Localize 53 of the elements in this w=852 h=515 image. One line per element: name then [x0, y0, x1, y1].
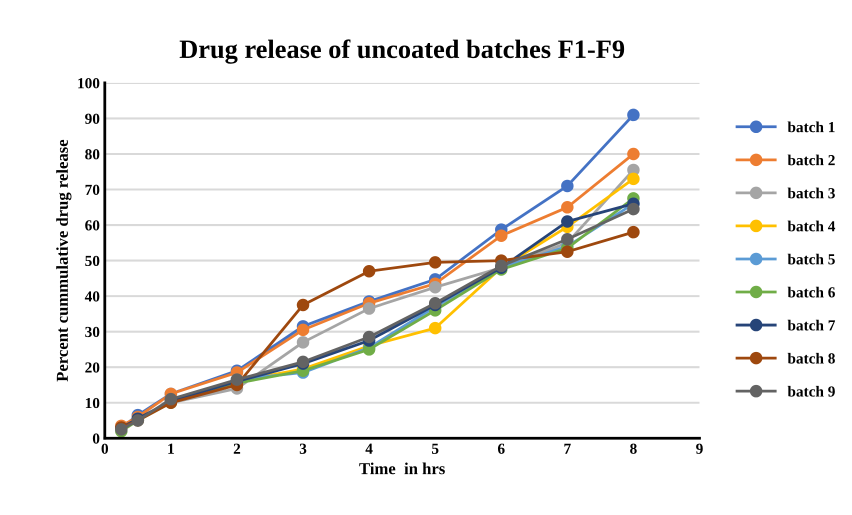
legend-label: batch 9 — [788, 386, 835, 397]
point — [428, 280, 442, 294]
legend-label: batch 6 — [788, 286, 835, 298]
y-tick-label: 60 — [85, 220, 100, 231]
point — [428, 322, 442, 334]
point — [561, 245, 574, 258]
y-axis-title: Percent cummulative drug release — [56, 140, 72, 382]
y-tick-label: 70 — [86, 184, 100, 195]
point — [296, 298, 310, 312]
legend-label: batch 5 — [788, 254, 835, 264]
x-tick-label: 7 — [564, 444, 571, 454]
point — [627, 202, 640, 216]
x-tick-label: 6 — [498, 444, 505, 454]
x-tick-label: 3 — [300, 444, 306, 454]
point — [296, 336, 310, 349]
point — [362, 302, 376, 315]
y-tick-label: 80 — [85, 149, 100, 160]
x-tick-label: 0 — [102, 444, 108, 454]
point — [362, 265, 376, 278]
point — [561, 215, 574, 228]
x-tick-label: 4 — [365, 444, 373, 454]
point — [561, 201, 574, 214]
y-tick-label: 100 — [78, 78, 100, 88]
legend-label: batch 8 — [788, 352, 835, 364]
y-tick-label: 40 — [84, 291, 100, 302]
legend-label: batch 3 — [788, 188, 835, 198]
point — [296, 324, 310, 336]
legend-label: batch 7 — [788, 320, 836, 331]
y-tick-label: 30 — [85, 326, 100, 338]
point — [495, 229, 508, 242]
x-tick-label: 9 — [696, 444, 703, 454]
x-tick-label: 2 — [234, 444, 240, 454]
point — [428, 256, 442, 269]
point — [362, 330, 376, 344]
point — [627, 108, 640, 122]
legend-label: batch 4 — [788, 220, 836, 232]
x-tick-label: 8 — [630, 444, 637, 454]
point — [627, 172, 640, 186]
y-tick-label: 20 — [85, 362, 100, 373]
x-axis-title: Time in hrs — [359, 462, 445, 474]
y-tick-label: 90 — [85, 114, 100, 124]
y-tick-label: 50 — [85, 256, 100, 266]
legend-label: batch 2 — [788, 154, 835, 166]
x-tick-label: 1 — [168, 444, 174, 454]
point — [627, 148, 640, 160]
y-tick-label: 10 — [86, 398, 100, 408]
point — [561, 233, 574, 246]
point — [561, 180, 574, 192]
y-tick-label: 0 — [92, 433, 100, 444]
point — [627, 226, 640, 238]
x-tick-label: 5 — [432, 444, 438, 454]
chart-title: Drug release of uncoated batches F1-F9 — [180, 39, 624, 64]
legend-label: batch 1 — [788, 122, 835, 132]
